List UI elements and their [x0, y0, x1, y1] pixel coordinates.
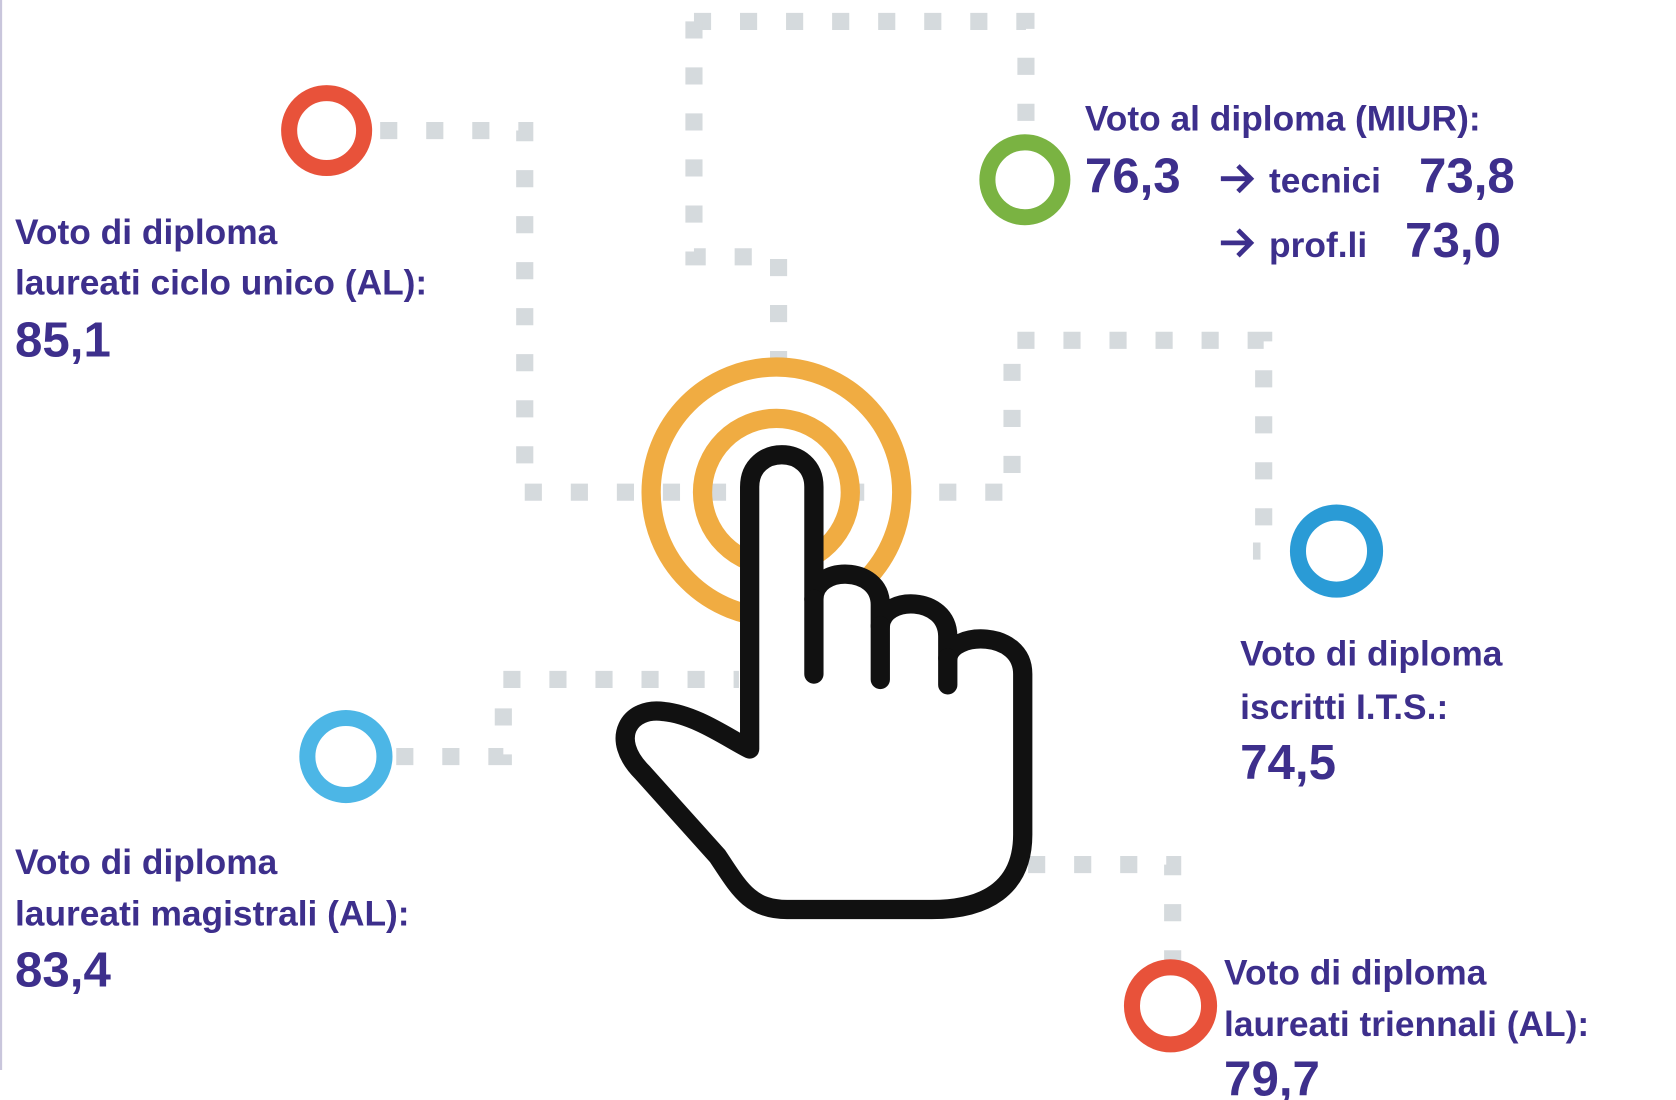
label: laureati ciclo unico (AL):	[15, 263, 427, 302]
hand-icon	[615, 445, 1033, 920]
breakdown-label: prof.li	[1269, 226, 1367, 265]
label: Voto di diploma	[1224, 953, 1487, 992]
label: laureati magistrali (AL):	[15, 895, 410, 934]
label: iscritti I.T.S.:	[1240, 688, 1448, 727]
breakdown-label: tecnici	[1269, 162, 1381, 201]
value: 83,4	[15, 943, 111, 998]
arrow	[1220, 164, 1255, 194]
light-blue-circle	[299, 709, 393, 804]
value: 74,5	[1240, 735, 1336, 790]
arrow	[1220, 228, 1255, 258]
connector	[685, 21, 788, 364]
value: 85,1	[15, 312, 111, 367]
red-circle	[1123, 959, 1218, 1053]
red-circle	[281, 85, 373, 177]
green-circle	[979, 134, 1071, 226]
connectors	[380, 12, 1273, 964]
label: Voto di diploma	[1240, 635, 1503, 674]
finger-creases	[804, 589, 958, 695]
label: Voto di diploma	[15, 213, 278, 252]
connector	[693, 12, 1035, 129]
connector	[380, 121, 1273, 560]
value: 79,7	[1224, 1052, 1320, 1100]
breakdown-value: 73,0	[1405, 213, 1501, 268]
connector	[396, 670, 739, 766]
label: laureati triennali (AL):	[1224, 1005, 1589, 1044]
hand	[615, 445, 1033, 920]
breakdown-value: 73,8	[1419, 149, 1515, 204]
blue-circle	[1289, 504, 1384, 598]
value: 76,3	[1085, 149, 1181, 204]
label: Voto di diploma	[15, 843, 278, 882]
label: Voto al diploma (MIUR):	[1085, 100, 1481, 139]
connector	[1028, 856, 1182, 964]
